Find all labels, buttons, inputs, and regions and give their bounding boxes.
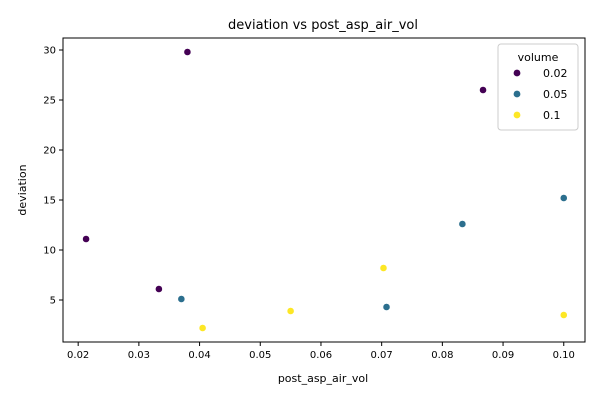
y-tick-label: 25 [43,96,56,107]
data-point [198,324,207,332]
x-tick-label: 0.08 [431,350,453,361]
legend-marker [513,90,521,98]
x-axis: 0.02 0.03 0.04 0.05 0.06 0.07 0.08 0.09 0.10 [67,342,575,361]
data-point [559,194,568,202]
legend-marker [513,111,521,119]
legend-entry-label: 0.05 [543,88,568,101]
data-point [155,285,163,293]
x-tick-label: 0.04 [188,350,210,361]
x-tick-label: 0.05 [249,350,271,361]
legend-entry-label: 0.1 [543,109,561,122]
chart-title: deviation vs post_asp_air_vol [228,18,418,33]
legend-entry-label: 0.02 [543,67,568,80]
x-axis-label: post_asp_air_vol [278,372,368,385]
y-tick-label: 5 [50,296,56,307]
data-point [479,86,487,94]
y-tick-label: 10 [43,246,56,257]
x-tick-label: 0.06 [310,350,332,361]
x-tick-label: 0.02 [67,350,89,361]
legend: volume 0.02 0.05 0.1 [497,43,579,131]
x-tick-label: 0.10 [553,350,575,361]
x-tick-label: 0.07 [371,350,393,361]
data-point [286,307,295,315]
data-point [183,48,192,56]
x-tick-label: 0.09 [492,350,514,361]
data-points [82,48,568,332]
data-point [82,235,90,243]
data-point [559,311,568,319]
y-tick-label: 20 [43,146,56,157]
x-tick-label: 0.03 [128,350,150,361]
legend-title: volume [518,51,559,64]
plot-frame [62,37,586,343]
y-tick-label: 30 [43,46,56,57]
data-point [382,303,391,311]
data-point [379,264,388,272]
plot-area [62,37,586,343]
legend-marker [513,69,521,77]
legend-box [497,43,579,131]
data-point [177,295,186,303]
data-point [458,220,467,228]
y-axis: 5 10 15 20 25 30 [43,46,63,307]
y-axis-label: deviation [16,164,29,215]
y-tick-label: 15 [43,196,56,207]
